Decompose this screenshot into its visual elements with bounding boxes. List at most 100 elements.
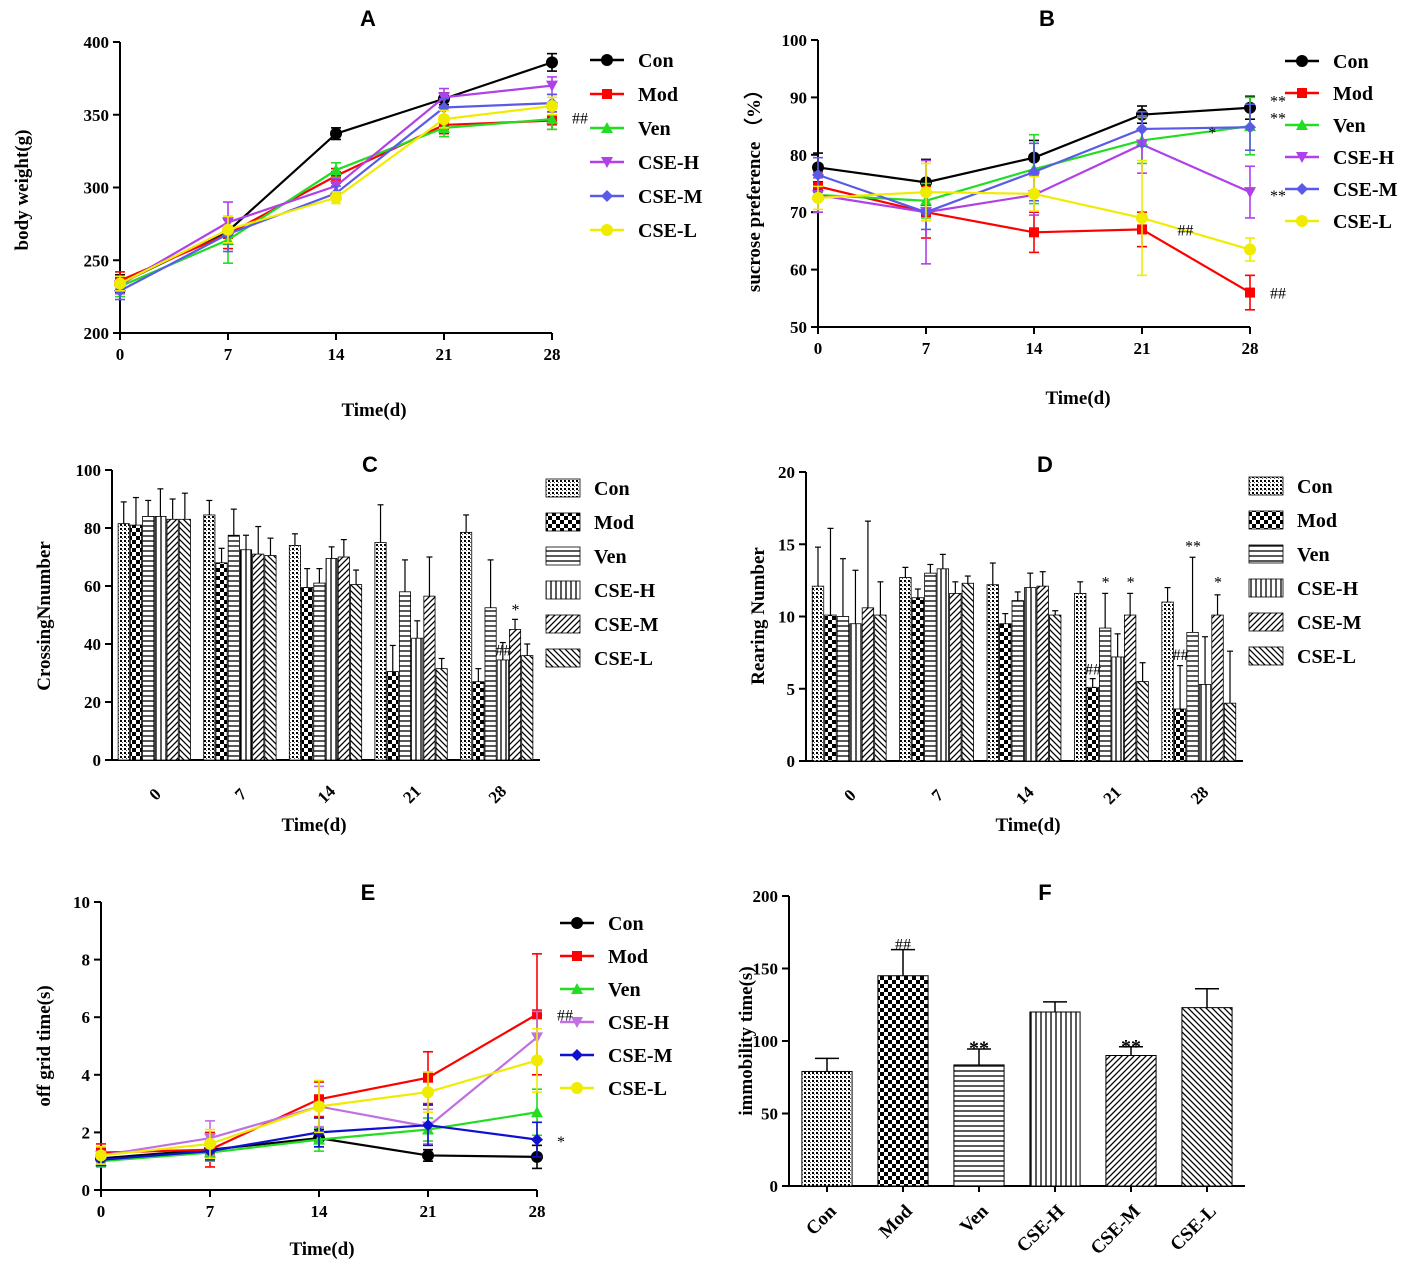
bar-Con-21 [374, 542, 387, 761]
bar-Ven-0 [142, 516, 155, 761]
legend-item: Ven [1285, 115, 1366, 137]
legend-label: Mod [638, 84, 678, 106]
bar-CSE-M-28 [1211, 614, 1224, 762]
y-tick-label: 8 [82, 951, 91, 970]
point-CSE-L [1136, 211, 1148, 224]
legend-item: Con [545, 478, 630, 500]
x-tick-label: 28 [1187, 783, 1212, 808]
legend-item: Mod [1285, 83, 1373, 105]
bar-CSE-H-21 [411, 637, 424, 761]
bar-CSE-L-21 [1136, 681, 1149, 762]
legend-swatch [545, 512, 581, 532]
bar-Con-7 [203, 514, 216, 761]
y-tick-label: 0 [82, 1181, 91, 1200]
legend-marker [601, 122, 613, 133]
x-tick-label: CSE-L [1166, 1201, 1220, 1255]
legend-label: Mod [1333, 83, 1373, 105]
panel-letter: E [361, 880, 376, 905]
point-CSE-M [1136, 122, 1148, 135]
panel-letter: D [1037, 452, 1053, 477]
legend-label: CSE-H [638, 152, 700, 174]
y-tick-label: 5 [787, 680, 796, 699]
legend-swatch [1248, 544, 1284, 564]
legend-item: Ven [1248, 544, 1330, 566]
legend-item: CSE-H [545, 580, 656, 602]
x-tick-label: 7 [224, 345, 233, 364]
x-tick-label: 7 [231, 784, 251, 804]
y-tick-label: 80 [790, 146, 807, 165]
significance-mark: ** [1185, 538, 1201, 555]
bar-CSE-M-0 [166, 518, 179, 761]
x-tick-label: Mod [875, 1201, 917, 1243]
bar-CSE-M-21 [423, 595, 436, 761]
x-axis-label: Time(d) [995, 815, 1060, 836]
point-CSE-L [1028, 187, 1040, 200]
point-CSE-H [438, 92, 450, 104]
legend-label: Mod [608, 946, 648, 968]
legend-label: Con [608, 913, 644, 935]
y-tick-label: 4 [82, 1066, 91, 1085]
point-CSE-L [531, 1054, 543, 1067]
bar-CSE-M-7 [949, 592, 962, 762]
legend-item: Ven [560, 979, 641, 1001]
legend-item: CSE-L [1248, 646, 1356, 668]
point-Ven [330, 164, 342, 176]
point-CSE-L [114, 277, 126, 290]
legend-label: CSE-H [1333, 147, 1395, 169]
bar-CSE-M [1105, 1055, 1157, 1187]
legend-marker [601, 224, 613, 236]
legend-label: CSE-L [1297, 646, 1356, 668]
point-CSE-L [1244, 243, 1256, 256]
legend-swatch [1248, 510, 1284, 530]
y-tick-label: 20 [778, 463, 795, 482]
legend-item: Ven [590, 118, 671, 140]
y-axis-label: CrossingNnumber [34, 541, 55, 691]
y-axis-label: off grid time(s) [34, 985, 55, 1106]
legend-item: CSE-M [1248, 612, 1362, 634]
y-tick-label: 250 [84, 251, 110, 270]
x-tick-label: 7 [922, 339, 931, 358]
bar-Mod-0 [824, 614, 837, 762]
significance-mark: ** [1270, 188, 1286, 205]
bar-Mod-28 [1173, 708, 1187, 762]
y-tick-label: 80 [84, 519, 101, 538]
legend: Con Mod Ven CSE-H CSE-M CSE-L [545, 478, 659, 670]
bar-CSE-L-0 [874, 614, 887, 762]
bar-Ven-21 [1099, 627, 1112, 762]
x-tick-label: 28 [529, 1202, 546, 1221]
bar-Con [801, 1070, 853, 1187]
legend-swatch [1248, 476, 1284, 496]
bar-Mod-21 [386, 671, 399, 761]
legend-item: Con [1285, 51, 1369, 73]
x-tick-label: 28 [1242, 339, 1259, 358]
legend: Con Mod Ven CSE-H CSE-M CSE-L [560, 913, 673, 1100]
legend-item: Con [1248, 476, 1333, 498]
bar-CSE-H-7 [239, 549, 253, 761]
legend-item: CSE-H [560, 1012, 670, 1034]
legend-label: CSE-M [1333, 179, 1398, 201]
point-Ven [546, 113, 558, 125]
x-tick-label: 28 [485, 782, 510, 807]
x-axis-label: Time(d) [281, 815, 346, 836]
legend-label: Ven [1297, 544, 1330, 566]
x-axis-label: Time(d) [341, 400, 406, 421]
legend-marker [1296, 183, 1308, 195]
legend-label: Ven [594, 546, 627, 568]
point-CSE-M [1244, 121, 1256, 134]
bar-CSE-H-14 [1024, 587, 1037, 762]
bar-CSE-L-21 [435, 668, 448, 761]
legend-label: Ven [1333, 115, 1366, 137]
legend-marker [601, 157, 613, 168]
x-tick-label: 14 [311, 1202, 329, 1221]
y-tick-label: 70 [790, 203, 807, 222]
panel-letter: F [1038, 880, 1051, 905]
bar-Mod [877, 975, 929, 1187]
y-tick-label: 0 [787, 752, 796, 771]
panel-C: C 0 20 40 60 80 100 0 7 14 21 28 ## * CrossingNnumber T… [34, 452, 659, 836]
legend-label: CSE-M [608, 1045, 673, 1067]
significance-mark: ** [1121, 1036, 1141, 1058]
legend-label: CSE-L [594, 648, 653, 670]
legend-item: CSE-L [560, 1078, 667, 1100]
bar-Mod-14 [301, 587, 314, 761]
